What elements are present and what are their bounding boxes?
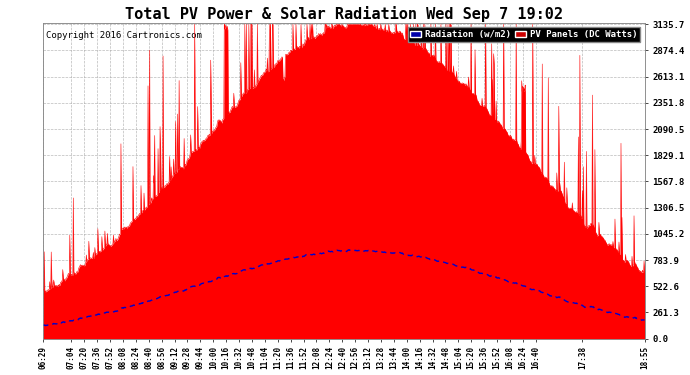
Text: Copyright 2016 Cartronics.com: Copyright 2016 Cartronics.com: [46, 31, 202, 40]
Title: Total PV Power & Solar Radiation Wed Sep 7 19:02: Total PV Power & Solar Radiation Wed Sep…: [125, 6, 563, 21]
Legend: Radiation (w/m2), PV Panels (DC Watts): Radiation (w/m2), PV Panels (DC Watts): [408, 27, 640, 42]
